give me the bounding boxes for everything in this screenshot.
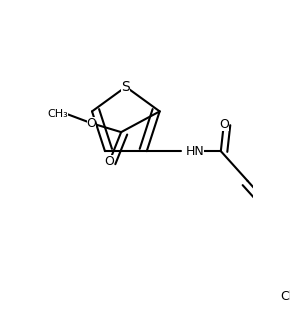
Text: HN: HN [185, 145, 204, 158]
Text: O: O [104, 155, 114, 168]
Text: Cl: Cl [280, 290, 290, 303]
Text: S: S [122, 80, 130, 94]
Text: O: O [87, 117, 97, 130]
Text: CH₃: CH₃ [47, 109, 68, 119]
Text: O: O [219, 118, 229, 131]
